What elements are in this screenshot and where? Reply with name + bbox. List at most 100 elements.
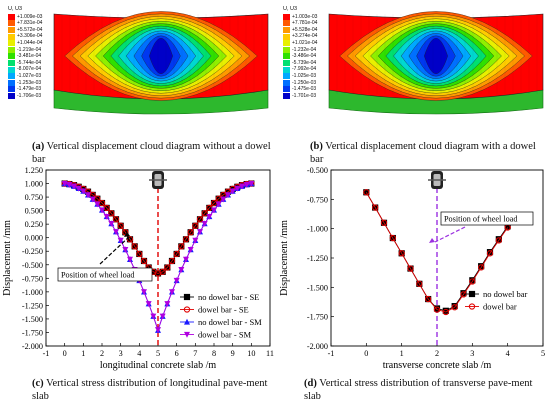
chart-c-legend-label: no dowel bar - SE bbox=[198, 292, 259, 302]
chart-d-xtick-label: -1 bbox=[328, 349, 335, 358]
chart-c-point bbox=[140, 257, 148, 265]
chart-c-point bbox=[150, 313, 157, 320]
legend-title-b: U, U3 bbox=[283, 6, 298, 12]
panel-a-legend-value: +1.009e-03 bbox=[17, 13, 43, 20]
chart-c-point bbox=[248, 180, 255, 187]
chart-d-point bbox=[407, 265, 414, 272]
panel-b-legend-value: +3.274e-04 bbox=[292, 33, 318, 40]
chart-c-wheel-icon bbox=[149, 171, 167, 189]
chart-c-xtick-label: 4 bbox=[137, 349, 141, 358]
chart-d-xtick-label: 3 bbox=[470, 349, 474, 358]
panel-a-legend-row: -1.027e-03 bbox=[8, 73, 42, 80]
panel-b-legend-swatch bbox=[283, 13, 290, 20]
chart-c-ytick-label: 0.750 bbox=[25, 193, 43, 202]
chart-c-point bbox=[239, 183, 245, 190]
chart-c-xtick-label: 0 bbox=[63, 349, 67, 358]
chart-d-ylabel: Displacement /mm bbox=[279, 220, 290, 296]
legend-title-a: U, U3 bbox=[8, 6, 23, 12]
panel-b-legend-row: -1.232e-04 bbox=[283, 47, 317, 54]
chart-c-point bbox=[196, 216, 204, 223]
chart-c-point bbox=[201, 221, 208, 227]
chart-d-xlabel: transverse concrete slab /m bbox=[383, 360, 492, 371]
chart-c-point bbox=[192, 222, 199, 229]
panel-a-legend-swatch bbox=[8, 46, 15, 53]
chart-c-point bbox=[141, 289, 147, 296]
chart-c-annotation-text: Position of wheel load bbox=[61, 271, 134, 280]
panel-b-legend-row: +3.274e-04 bbox=[283, 33, 317, 40]
chart-c-legend-label: no dowel bar - SM bbox=[198, 317, 262, 327]
panel-b-legend-swatch bbox=[283, 46, 290, 53]
panel-a-legend-row: -1.479e-03 bbox=[8, 86, 42, 93]
chart-c-ytick-label: -1.250 bbox=[22, 301, 43, 310]
panel-a-contour-band bbox=[149, 38, 173, 74]
chart-d-arrow-head bbox=[429, 238, 435, 243]
panel-a-legend-swatch bbox=[8, 86, 15, 93]
chart-d-xtick-label: 4 bbox=[506, 349, 510, 358]
chart-c-legend-point bbox=[183, 306, 191, 313]
chart-c-point bbox=[136, 250, 143, 258]
chart-d-point bbox=[363, 189, 370, 196]
panel-a-legend-value: -1.027e-03 bbox=[17, 72, 42, 79]
panel-b-legend-row: -1.701e-03 bbox=[283, 93, 317, 100]
chart-d-point bbox=[433, 306, 441, 313]
contour-legend-b: U, U3 +1.003e-03 +7.781e-04 +5.528e-04 +3.2… bbox=[283, 6, 317, 100]
chart-c-xlabel: longitudinal concrete slab /m bbox=[100, 360, 217, 371]
panel-a-legend-row: -1.219e-04 bbox=[8, 47, 42, 54]
chart-c-point bbox=[89, 196, 96, 203]
chart-d-legend-label: dowel bar bbox=[483, 302, 517, 312]
panel-a-legend-row: +7.831e-04 bbox=[8, 20, 42, 27]
chart-c-point bbox=[182, 236, 190, 243]
chart-c-point bbox=[183, 256, 189, 263]
chart-c-xtick-label: 10 bbox=[247, 349, 255, 358]
chart-c-point bbox=[80, 188, 87, 195]
chart-c-xtick-label: 1 bbox=[81, 349, 85, 358]
chart-c-point bbox=[178, 267, 185, 273]
chart-c-point bbox=[61, 180, 68, 187]
panel-b-legend-swatch bbox=[283, 93, 290, 100]
chart-d-ytick-label: -1.000 bbox=[307, 225, 328, 234]
contour-legend-a: U, U3 +1.009e-03 +7.831e-04 +5.572e-04 +3.3… bbox=[8, 6, 43, 100]
contour-plot-b bbox=[328, 11, 544, 115]
chart-c-point bbox=[75, 185, 82, 192]
chart-d-point bbox=[442, 308, 449, 316]
chart-d-series-line bbox=[365, 192, 509, 313]
panel-a-legend-value: -1.479e-03 bbox=[17, 86, 42, 93]
panel-b-legend-swatch bbox=[283, 73, 290, 80]
panel-a-legend-swatch bbox=[8, 33, 15, 40]
chart-c-point bbox=[215, 201, 222, 208]
panel-a-legend-value: -1.253e-03 bbox=[17, 79, 42, 86]
panel-b-contour-band bbox=[424, 38, 448, 74]
panel-b-legend-swatch bbox=[283, 20, 290, 27]
chart-d-legend-point bbox=[468, 290, 476, 298]
chart-c-legend-label: dowel bar - SM bbox=[198, 330, 252, 340]
chart-d-legend-point bbox=[468, 303, 476, 310]
panel-a-legend-swatch bbox=[8, 73, 15, 80]
panel-a-legend-row: -3.481e-04 bbox=[8, 53, 42, 60]
chart-c-point bbox=[108, 221, 115, 227]
panel-b-legend-row: +1.021e-04 bbox=[283, 40, 317, 47]
chart-c-ytick-label: 0.250 bbox=[25, 220, 43, 229]
chart-c-point bbox=[159, 313, 166, 320]
chart-d-transverse: -2.000 -1.750 -1.500 -1.250 -1.000 -0.750 -0.5… bbox=[279, 166, 545, 371]
chart-c-ytick-label: 1.000 bbox=[25, 180, 43, 189]
chart-c-ytick-label: -1.750 bbox=[22, 328, 43, 337]
chart-c-point bbox=[112, 216, 120, 223]
panel-a-legend-swatch bbox=[8, 60, 15, 67]
panel-b-legend-value: +1.021e-04 bbox=[292, 39, 318, 46]
chart-d-wheel-icon bbox=[428, 171, 446, 189]
chart-c-ytick-label: -2.000 bbox=[22, 342, 43, 351]
chart-d-annotation-box bbox=[440, 211, 534, 226]
panel-a-legend-swatch bbox=[8, 40, 15, 47]
panel-b-legend-swatch bbox=[283, 53, 290, 60]
chart-c-point bbox=[168, 257, 176, 265]
chart-c-ytick-label: -1.000 bbox=[22, 288, 43, 297]
chart-d-point bbox=[495, 237, 502, 244]
chart-c-point bbox=[159, 268, 166, 275]
chart-d-xtick-label: 1 bbox=[400, 349, 404, 358]
chart-c-xtick-label: 11 bbox=[266, 349, 274, 358]
panel-a-legend-swatch bbox=[8, 79, 15, 86]
caption-a: (a) Vertical displacement cloud diagram … bbox=[32, 141, 271, 165]
chart-c-point bbox=[122, 247, 129, 253]
panel-a-legend-value: -1.706e-03 bbox=[17, 92, 42, 99]
caption-d: (d) Vertical stress distribution of tran… bbox=[304, 378, 533, 402]
